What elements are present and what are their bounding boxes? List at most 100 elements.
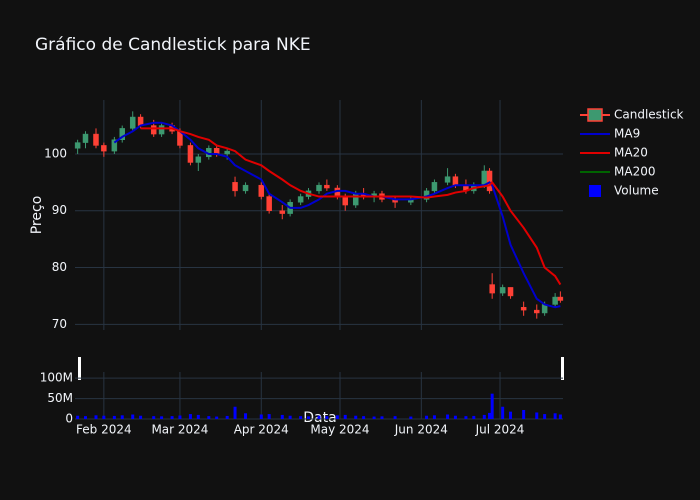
volume-bar bbox=[280, 414, 284, 419]
volume-bar bbox=[425, 415, 429, 419]
legend-label[interactable]: MA9 bbox=[614, 127, 640, 141]
candle-body bbox=[187, 145, 194, 163]
volume-bar bbox=[522, 410, 526, 419]
volume-bar bbox=[432, 415, 436, 419]
candle-body bbox=[342, 196, 348, 206]
candle-body bbox=[224, 150, 230, 155]
ma-line bbox=[140, 127, 562, 286]
candle-body bbox=[158, 125, 165, 135]
volume-bar bbox=[233, 406, 237, 419]
y2-tick-label: 0 bbox=[65, 412, 73, 426]
candle-body bbox=[507, 287, 514, 297]
volume-bar bbox=[354, 415, 358, 419]
candle-body bbox=[119, 128, 125, 141]
candle-body bbox=[232, 182, 238, 192]
candle-body bbox=[297, 196, 304, 203]
volume-bar bbox=[102, 415, 106, 419]
candle-body bbox=[279, 210, 286, 214]
volume-bar bbox=[83, 416, 87, 419]
volume-bar bbox=[482, 414, 486, 419]
volume-bar bbox=[188, 414, 192, 419]
volume-bar bbox=[535, 412, 539, 419]
x-tick-label: Apr 2024 bbox=[234, 423, 289, 437]
y-tick-label: 80 bbox=[52, 260, 67, 274]
volume-bar bbox=[490, 393, 494, 419]
volume-bar bbox=[244, 413, 248, 419]
volume-bar bbox=[178, 415, 182, 419]
y-tick-label: 100 bbox=[44, 146, 67, 160]
candle-body bbox=[444, 176, 451, 183]
volume-bar bbox=[380, 416, 384, 419]
volume-bar bbox=[160, 416, 164, 419]
volume-bar bbox=[501, 406, 505, 419]
volume-bar bbox=[267, 414, 271, 419]
candle-body bbox=[93, 133, 99, 146]
candle-body bbox=[499, 287, 506, 294]
x-tick-label: Mar 2024 bbox=[151, 423, 208, 437]
x-tick-label: Jul 2024 bbox=[475, 423, 525, 437]
candle-body bbox=[557, 296, 564, 301]
x-tick-label: Jun 2024 bbox=[394, 423, 448, 437]
candle-body bbox=[111, 139, 118, 152]
volume-bar bbox=[464, 416, 468, 419]
legend-symbol bbox=[587, 108, 603, 122]
volume-bar bbox=[543, 414, 547, 419]
candle-body bbox=[316, 184, 322, 192]
volume-bar bbox=[76, 415, 80, 419]
volume-bar bbox=[558, 414, 562, 419]
y-axis-title: Preço bbox=[29, 196, 45, 235]
volume-bar bbox=[152, 416, 156, 419]
volume-bar bbox=[196, 414, 200, 419]
volume-bar bbox=[94, 415, 98, 419]
legend-label[interactable]: Volume bbox=[614, 184, 659, 198]
range-slider-handle[interactable] bbox=[561, 357, 564, 380]
candle-body bbox=[534, 309, 540, 314]
candle-body bbox=[74, 142, 81, 149]
volume-bar bbox=[393, 416, 397, 419]
legend-symbol bbox=[589, 185, 601, 197]
volume-bar bbox=[343, 414, 347, 419]
volume-bar bbox=[553, 413, 557, 419]
candle-body bbox=[129, 116, 136, 129]
candle-body bbox=[101, 145, 107, 152]
x-tick-label: Feb 2024 bbox=[76, 423, 132, 437]
candle-body bbox=[552, 296, 558, 305]
candle-body bbox=[242, 184, 249, 192]
volume-bar bbox=[488, 412, 492, 419]
volume-bar bbox=[131, 414, 135, 419]
candle-body bbox=[481, 170, 488, 186]
y2-tick-label: 50M bbox=[47, 391, 73, 405]
x-tick-label: May 2024 bbox=[310, 423, 369, 437]
volume-bar bbox=[307, 416, 311, 419]
volume-bar bbox=[120, 415, 124, 419]
volume-bar bbox=[170, 416, 174, 419]
candle-body bbox=[352, 193, 359, 206]
volume-bar bbox=[409, 416, 413, 419]
volume-bar bbox=[112, 415, 116, 419]
legend-label[interactable]: Candlestick bbox=[614, 108, 684, 122]
volume-bar bbox=[453, 415, 457, 419]
volume-bar bbox=[335, 415, 339, 419]
volume-bar bbox=[325, 416, 329, 419]
volume-bar bbox=[472, 415, 476, 419]
candle-body bbox=[324, 184, 330, 189]
volume-bar bbox=[372, 416, 376, 419]
candle-body bbox=[520, 307, 527, 311]
volume-bar bbox=[362, 416, 366, 419]
volume-bar bbox=[299, 416, 303, 419]
candle-body bbox=[431, 182, 438, 192]
y-tick-label: 90 bbox=[52, 203, 67, 217]
candle-body bbox=[150, 125, 157, 135]
legend-label[interactable]: MA200 bbox=[614, 165, 655, 179]
legend-label[interactable]: MA20 bbox=[614, 146, 648, 160]
volume-bar bbox=[215, 416, 219, 419]
volume-bar bbox=[317, 415, 321, 419]
range-slider-handle[interactable] bbox=[78, 357, 81, 380]
candle-body bbox=[489, 284, 495, 294]
candle-body bbox=[266, 196, 272, 211]
volume-bar bbox=[446, 414, 450, 419]
candle-body bbox=[258, 184, 265, 197]
y2-tick-label: 100M bbox=[40, 371, 73, 385]
